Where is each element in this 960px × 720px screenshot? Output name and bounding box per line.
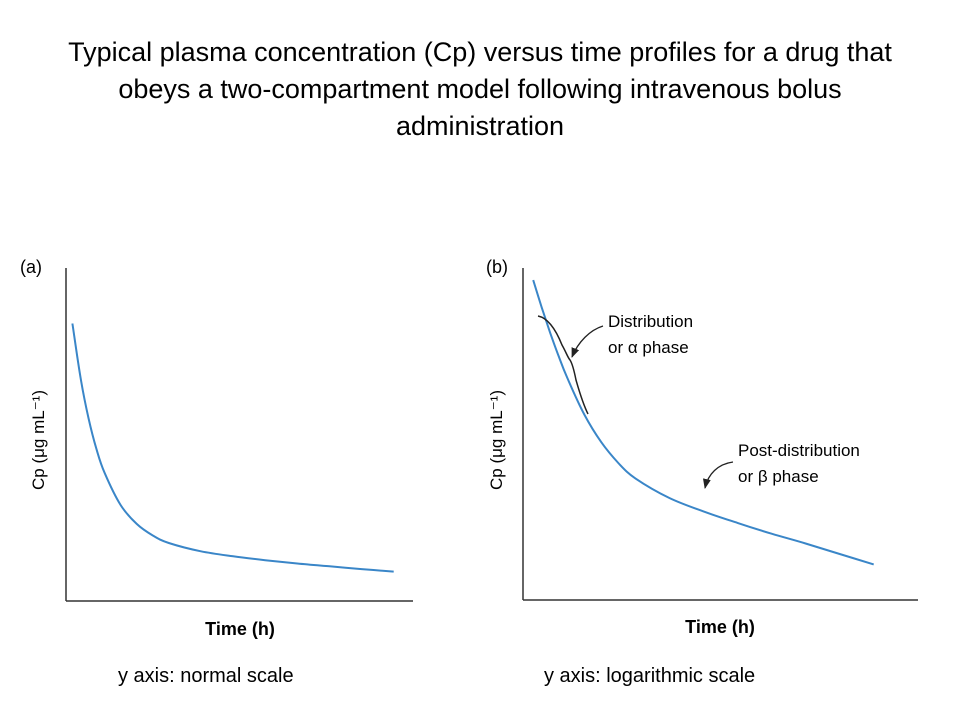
post-distribution-phase-label-line1: Post-distribution — [738, 441, 860, 460]
panel-b-caption: y axis: logarithmic scale — [544, 665, 756, 687]
panel-b-y-label: Cp (μg mL⁻¹) — [487, 390, 506, 490]
panel-b-points — [531, 278, 876, 566]
distribution-phase-brace — [537, 315, 589, 415]
slide-title: Typical plasma concentration (Cp) versus… — [68, 37, 892, 141]
distribution-phase-label-line2: or α phase — [608, 338, 689, 357]
panel-a-x-label: Time (h) — [205, 619, 275, 639]
panel-b-tag: (b) — [486, 257, 508, 277]
panel-b-x-label: Time (h) — [685, 617, 755, 637]
panel-b-curve — [532, 279, 875, 566]
panel-a-caption: y axis: normal scale — [118, 665, 294, 687]
post-distribution-phase-label-line2: or β phase — [738, 467, 819, 486]
panel-a-points — [70, 322, 395, 574]
panel-a-y-label: Cp (μg mL⁻¹) — [29, 390, 48, 490]
panel-a-curve — [71, 323, 394, 573]
post-distribution-phase-arrow — [702, 461, 734, 489]
panel-a-tag: (a) — [20, 257, 42, 277]
chart-panel-b: (b) Time (h) Cp (μg mL⁻¹) Distribution o… — [486, 257, 918, 637]
chart-panel-a: (a) Time (h) Cp (μg mL⁻¹) — [20, 257, 413, 639]
distribution-phase-arrow — [571, 325, 604, 358]
distribution-phase-label-line1: Distribution — [608, 312, 693, 331]
